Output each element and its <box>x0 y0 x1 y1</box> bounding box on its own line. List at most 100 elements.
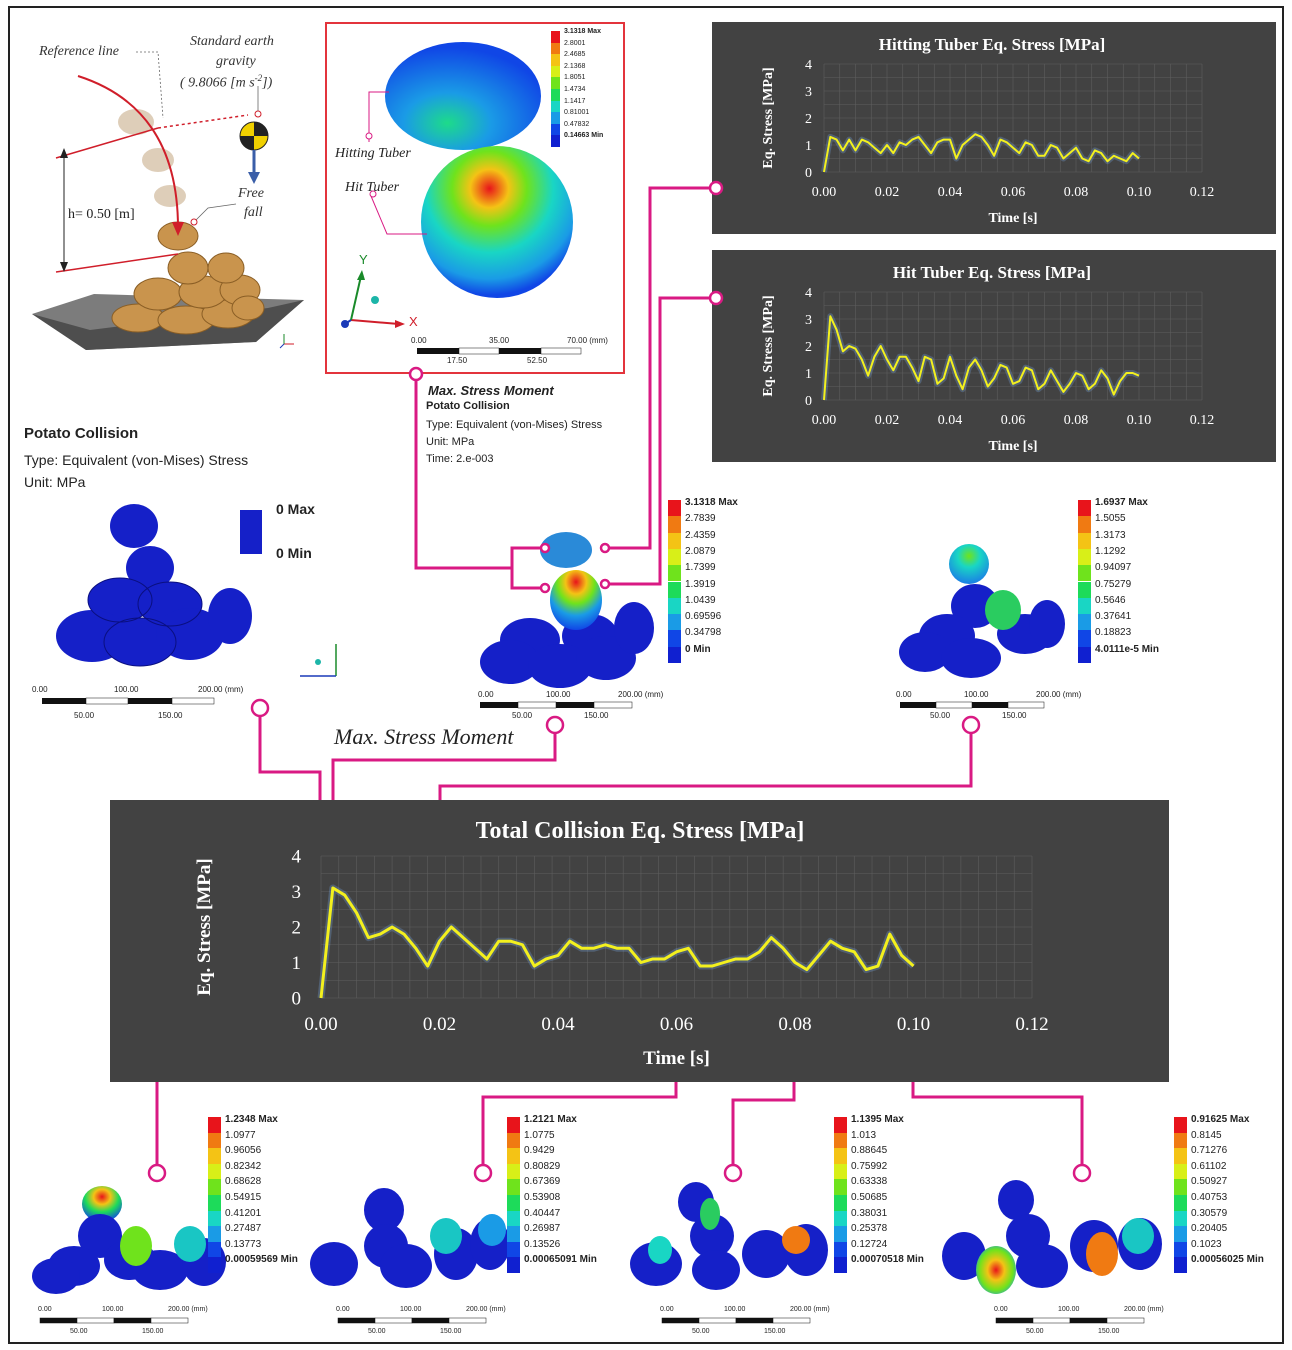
legend-label: 1.0977 <box>225 1129 256 1141</box>
scale-segment <box>772 1317 811 1324</box>
y-tick-label: 3 <box>292 882 302 903</box>
legend-swatch <box>208 1195 221 1211</box>
legend-swatch <box>834 1163 847 1180</box>
scale-segment <box>337 1317 376 1324</box>
figure-frame <box>8 6 1284 1344</box>
gravity-label-2: gravity <box>216 54 256 69</box>
x-tick-label: 0.08 <box>1064 413 1089 428</box>
x-tick-label: 0.02 <box>875 413 900 428</box>
y-tick-label: 2 <box>805 340 812 355</box>
x-axis-label: Time [s] <box>988 211 1037 226</box>
bottom-scale-3: 0.00 100.00 200.00 (mm) 50.00 150.00 <box>994 1306 1204 1340</box>
legend-label: 0.75279 <box>1095 578 1132 590</box>
legend-label: 1.013 <box>851 1129 877 1141</box>
legend-swatch <box>208 1210 221 1227</box>
y-axis-label: Eq. Stress [MPa] <box>761 67 776 168</box>
legend-swatch <box>668 516 681 533</box>
chart-grid <box>320 855 1033 999</box>
x-tick-label: 0.12 <box>1015 1014 1048 1035</box>
x-tick-label: 0.00 <box>812 185 837 200</box>
legend-swatch <box>1174 1117 1187 1133</box>
legend-label: 1.0775 <box>524 1129 555 1141</box>
bottom-scale-2: 0.00 100.00 200.00 (mm) 50.00 150.00 <box>660 1306 870 1340</box>
legend-swatch <box>668 581 681 598</box>
gravity-value: ( 9.8066 [m s-2]) <box>180 73 273 91</box>
snapshot-t-0.08 <box>630 1182 828 1290</box>
chart-title: Total Collision Eq. Stress [MPa] <box>476 818 805 844</box>
x-tick-label: 0.08 <box>778 1014 811 1035</box>
legend-label: 0.00059569 Min <box>225 1254 298 1266</box>
legend-label: 0.26987 <box>524 1223 561 1235</box>
x-tick-label: 0.06 <box>1001 413 1026 428</box>
legend-label: 2.4685 <box>564 51 586 59</box>
legend-label: 0.37641 <box>1095 611 1132 623</box>
legend-swatch <box>668 565 681 582</box>
y-tick-label: 0 <box>805 394 812 409</box>
scale-center: 0.00 100.00 200.00 (mm) 50.00 150.00 <box>478 690 664 720</box>
inset-scale-top: 0.00 35.00 70.00 (mm) <box>411 336 608 345</box>
legend-label: 1.4734 <box>564 86 586 93</box>
scale-label: 0.00 <box>38 1306 52 1313</box>
legend-label: 0.1023 <box>1191 1238 1222 1250</box>
legend-swatch <box>208 1117 221 1133</box>
legend-swatch <box>834 1117 847 1133</box>
scale-segment <box>995 1317 1034 1324</box>
potato-collision-unit: Unit: MPa <box>24 474 86 490</box>
legend-label: 0.54915 <box>225 1192 262 1203</box>
hitting-tuber-label: Hitting Tuber <box>335 146 411 161</box>
x-tick-label: 0.02 <box>875 185 900 200</box>
x-axis-label: Time [s] <box>988 439 1037 454</box>
scale-label: 200.00 (mm) <box>168 1306 208 1313</box>
legend-swatch <box>551 31 560 43</box>
y-tick-label: 1 <box>805 139 812 154</box>
connector-hitting-chart <box>608 186 712 550</box>
scale-label: 150.00 <box>142 1328 164 1335</box>
max-stress-moment-label: Max. Stress Moment <box>334 724 514 749</box>
legend-label: 0.25378 <box>851 1223 888 1235</box>
legend-swatch <box>1078 581 1091 598</box>
scale-segment <box>661 1317 700 1324</box>
legend-label: 1.2348 Max <box>225 1114 278 1125</box>
legend-swatch <box>507 1179 520 1195</box>
height-label: h= 0.50 [m] <box>68 207 135 222</box>
scale-label: 150.00 <box>1098 1328 1120 1335</box>
scale-segment <box>374 1317 413 1324</box>
y-tick-label: 4 <box>805 286 812 301</box>
inset-axis-y: Y <box>359 252 368 267</box>
x-tick-label: 0.10 <box>1127 413 1152 428</box>
legend-label: 1.5055 <box>1095 513 1126 525</box>
legend-swatch <box>668 646 681 663</box>
legend-label: 0.61102 <box>1191 1160 1227 1172</box>
legend-swatch <box>1078 614 1091 631</box>
legend-label: 3.1318 Max <box>685 497 738 508</box>
legend-swatch <box>668 532 681 549</box>
legend-label: 1.1292 <box>1095 545 1126 557</box>
legend-label: 0.91625 Max <box>1191 1114 1250 1125</box>
x-tick-label: 0.00 <box>304 1014 337 1035</box>
legend-label: 0.13773 <box>225 1238 262 1250</box>
hit-tuber-label: Hit Tuber <box>345 180 400 195</box>
legend-label: 2.4359 <box>685 529 716 541</box>
scale-label: 50.00 <box>1026 1328 1044 1335</box>
legend-swatch <box>208 1241 221 1258</box>
scale-segment <box>1032 1317 1071 1324</box>
hit-tuber-chart-svg: Hit Tuber Eq. Stress [MPa] 0 1 2 3 4 0.00 0.02 0… <box>761 263 1214 454</box>
legend-swatch <box>1078 630 1091 647</box>
inset-tubers <box>341 42 582 355</box>
hit-tuber-chart: Hit Tuber Eq. Stress [MPa] 0 1 2 3 4 0.00 0.02 0… <box>712 250 1276 462</box>
legend-label: 0.12724 <box>851 1238 888 1250</box>
legend-swatch <box>1174 1148 1187 1164</box>
legend-label: 0.40753 <box>1191 1192 1228 1203</box>
legend-swatch <box>208 1132 221 1149</box>
legend-label: 0.8145 <box>1191 1129 1222 1141</box>
legend-swatch <box>834 1179 847 1195</box>
legend-label: 0.67369 <box>524 1176 561 1188</box>
scale-label: 0.00 <box>994 1306 1008 1313</box>
legend-swatch <box>551 42 560 55</box>
total-collision-chart: Total Collision Eq. Stress [MPa] 0 1 2 3 4 0.0… <box>110 800 1169 1082</box>
legend-label: 1.1395 Max <box>851 1114 904 1125</box>
scale-right-bar <box>900 701 1045 709</box>
chart-grid <box>823 63 1203 173</box>
legend-swatch <box>1174 1195 1187 1211</box>
